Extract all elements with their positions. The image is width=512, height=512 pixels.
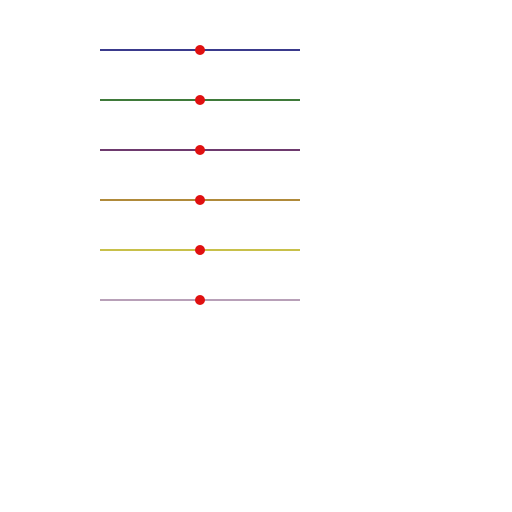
slider-6[interactable] xyxy=(100,295,300,305)
slider-1[interactable] xyxy=(100,45,300,55)
slider-handle[interactable] xyxy=(195,195,205,205)
slider-handle[interactable] xyxy=(195,45,205,55)
slider-handle[interactable] xyxy=(195,245,205,255)
slider-3[interactable] xyxy=(100,145,300,155)
slider-4[interactable] xyxy=(100,195,300,205)
slider-2[interactable] xyxy=(100,95,300,105)
slider-5[interactable] xyxy=(100,245,300,255)
slider-handle[interactable] xyxy=(195,95,205,105)
slider-handle[interactable] xyxy=(195,295,205,305)
slider-handle[interactable] xyxy=(195,145,205,155)
